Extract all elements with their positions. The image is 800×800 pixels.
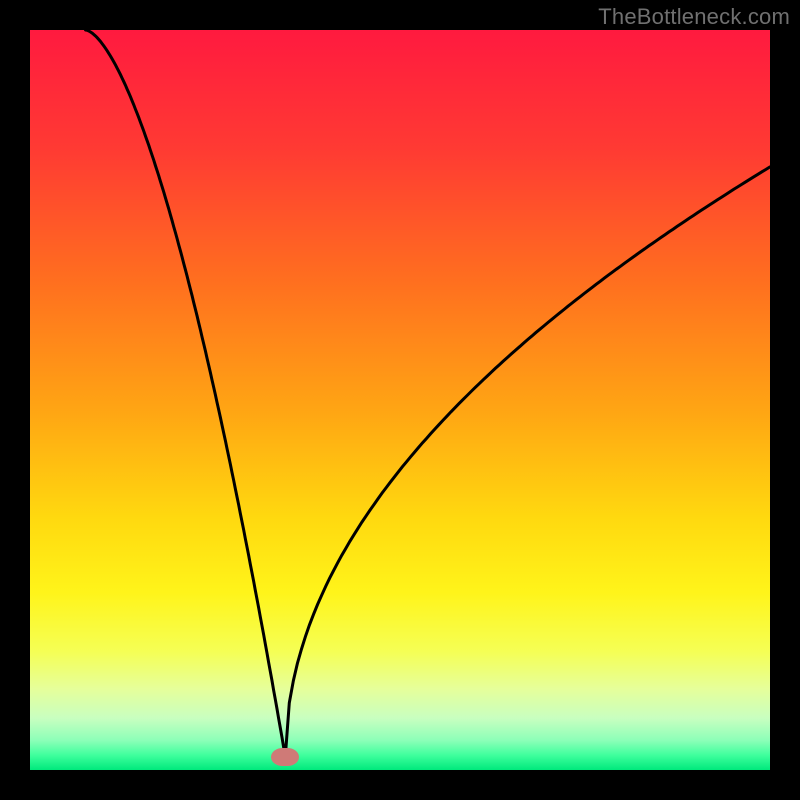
- chart-container: TheBottleneck.com: [0, 0, 800, 800]
- curve-svg: [0, 0, 800, 800]
- optimal-point-marker: [271, 748, 299, 766]
- bottleneck-curve: [86, 30, 771, 757]
